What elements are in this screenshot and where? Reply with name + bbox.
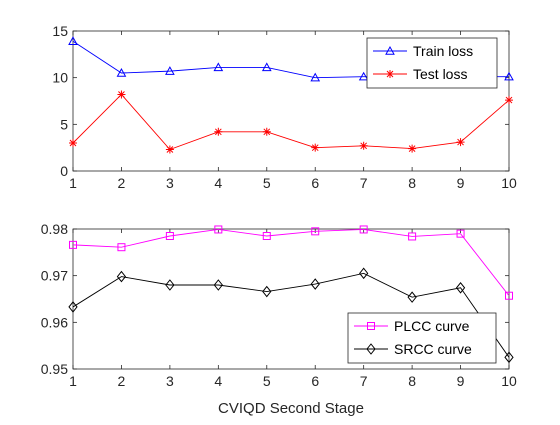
y-tick-label: 0.95: [41, 361, 68, 377]
data-point-triangle: [165, 66, 175, 75]
data-point-asterisk: [408, 144, 417, 153]
x-tick-label: 2: [118, 373, 126, 389]
legend-marker-diamond: [366, 343, 376, 355]
data-point-diamond: [504, 351, 514, 364]
x-tick-label: 2: [118, 175, 126, 191]
data-point-square: [505, 291, 513, 300]
data-point-diamond: [165, 279, 175, 291]
data-point-square: [214, 225, 223, 234]
data-point-asterisk: [214, 127, 223, 136]
y-tick-label: 0.96: [41, 314, 68, 330]
x-tick-label: 6: [311, 373, 319, 389]
x-tick-label: 8: [408, 373, 416, 389]
data-point-diamond: [68, 301, 78, 313]
x-tick-label: 7: [360, 373, 368, 389]
data-point-diamond: [455, 281, 466, 294]
data-point-square: [117, 243, 126, 252]
data-point-asterisk: [69, 139, 77, 147]
data-point-square: [165, 232, 174, 240]
data-point-asterisk: [165, 145, 174, 154]
x-tick-label: 3: [166, 373, 174, 389]
data-point-asterisk: [505, 96, 513, 105]
legend: Train loss Test loss: [366, 37, 498, 89]
data-point-square: [359, 225, 368, 234]
legend-marker-asterisk: [386, 70, 394, 78]
data-point-asterisk: [262, 127, 271, 136]
data-point-triangle: [504, 71, 514, 81]
series-line-srcc-curve: [72, 272, 510, 358]
y-tick-label: 5: [60, 116, 68, 132]
x-tick-label: 5: [263, 175, 271, 191]
legend-box: [366, 37, 498, 89]
data-point-diamond: [213, 279, 223, 291]
series-line-plcc-curve: [72, 229, 510, 297]
legend-label: Test loss: [413, 66, 467, 82]
legend-box: [347, 312, 497, 364]
data-point-diamond: [310, 278, 320, 290]
data-point-triangle: [310, 72, 321, 82]
x-tick-label: 3: [166, 175, 174, 191]
data-point-asterisk: [117, 90, 126, 99]
legend-marker-triangle: [385, 45, 395, 55]
x-tick-label: 6: [311, 175, 319, 191]
data-point-square: [311, 227, 320, 236]
y-tick-label: 15: [52, 23, 68, 39]
x-tick-label: 10: [501, 373, 517, 389]
data-point-diamond: [359, 267, 369, 280]
axes-1: 1 2 3 4 5 6 7 8 9 10 0 5 10 15 Train loss Test loss: [52, 23, 517, 191]
data-point-square: [456, 229, 465, 238]
y-tick-label: 10: [52, 70, 68, 86]
x-tick-label: 10: [501, 175, 517, 191]
data-point-diamond: [262, 285, 272, 298]
legend-marker-square: [367, 322, 375, 330]
data-point-diamond: [407, 291, 417, 303]
axes-2: 1 2 3 4 5 6 7 8 9 10 0.95 0.96 0.97 0.98 CVIQD Second …: [41, 221, 517, 417]
data-point-square: [262, 232, 271, 240]
legend-label: Train loss: [413, 43, 473, 59]
y-tick-label: 0.98: [41, 221, 68, 237]
x-tick-label: 7: [360, 175, 368, 191]
data-point-asterisk: [359, 141, 368, 150]
legend: PLCC curve SRCC curve: [347, 312, 497, 364]
x-tick-label: 4: [214, 373, 222, 389]
data-point-asterisk: [456, 138, 465, 147]
x-tick-label: 1: [69, 175, 77, 191]
data-point-triangle: [213, 62, 224, 72]
x-tick-label: 5: [263, 373, 271, 389]
x-axis-label: CVIQD Second Stage: [218, 400, 364, 417]
data-point-diamond: [116, 270, 127, 283]
x-tick-label: 9: [457, 373, 465, 389]
data-point-square: [69, 240, 77, 249]
x-tick-label: 8: [408, 175, 416, 191]
data-point-triangle: [261, 62, 272, 72]
data-point-square: [408, 232, 417, 241]
legend-label: PLCC curve: [394, 318, 470, 334]
data-point-triangle: [358, 71, 369, 81]
legend-label: SRCC curve: [394, 341, 472, 357]
data-point-triangle: [116, 67, 127, 77]
x-tick-label: 4: [214, 175, 222, 191]
data-point-asterisk: [311, 143, 320, 152]
x-tick-label: 9: [457, 175, 465, 191]
x-tick-label: 1: [69, 373, 77, 389]
data-point-triangle: [68, 36, 78, 45]
y-tick-label: 0: [60, 163, 68, 179]
series-line-test-loss: [72, 93, 510, 151]
y-tick-label: 0.97: [41, 268, 68, 284]
